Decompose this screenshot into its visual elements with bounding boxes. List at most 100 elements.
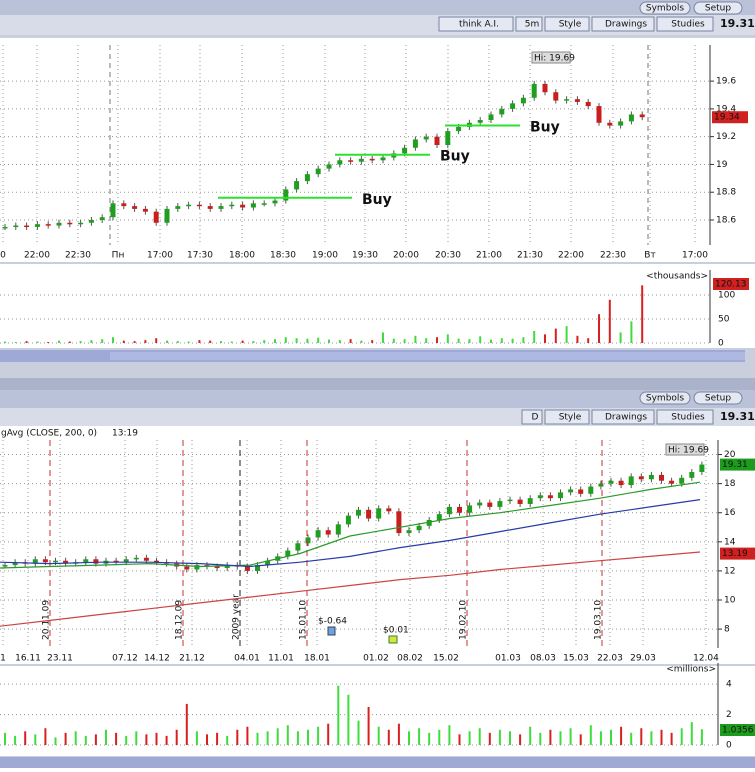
volume-bar — [125, 735, 128, 745]
candle — [366, 509, 372, 519]
candle — [229, 204, 235, 207]
marker-label: 20.11.09 — [42, 600, 52, 640]
price-tag — [713, 278, 749, 290]
top-price-pane — [0, 38, 755, 248]
toolbar-button-label: Drawings — [605, 413, 647, 423]
candle — [142, 208, 148, 212]
y-tick-label: 50 — [718, 314, 730, 324]
candle — [402, 147, 408, 154]
candle — [143, 557, 149, 561]
annotation: $-0.64 — [318, 617, 347, 627]
volume-bar — [230, 341, 233, 343]
bottom-time-axis — [0, 650, 755, 664]
candle — [588, 486, 594, 494]
setup-button[interactable] — [693, 391, 743, 405]
volume-bar — [610, 729, 612, 745]
candle — [133, 557, 139, 560]
volume-bar — [328, 339, 330, 343]
toolbar-button[interactable] — [438, 16, 514, 32]
volume-bar — [387, 729, 390, 745]
x-tick-label: 01.03 — [495, 654, 521, 664]
volume-bar — [284, 337, 287, 343]
x-tick-label: 22:30 — [600, 251, 626, 261]
price-tag — [720, 458, 755, 471]
volume-bar — [306, 338, 309, 343]
candle — [467, 505, 473, 513]
bottom-scrollbar[interactable] — [0, 757, 755, 768]
candle — [255, 565, 260, 571]
candle — [527, 498, 533, 504]
candle — [315, 530, 321, 538]
toolbar-button[interactable] — [521, 409, 543, 425]
toolbar-button[interactable] — [656, 409, 714, 425]
volume-bar — [327, 723, 330, 745]
volume-bar — [338, 340, 341, 343]
volume-bar — [24, 731, 27, 745]
symbols-button[interactable] — [639, 391, 691, 405]
x-tick-label: 17:00 — [682, 251, 708, 261]
price-tag-label: 1.0356 — [722, 726, 754, 736]
candle — [93, 559, 99, 564]
candle — [487, 502, 493, 507]
toolbar-button[interactable] — [591, 409, 655, 425]
price-tag-label: 19.31 — [722, 460, 748, 470]
candle — [42, 559, 48, 563]
y-tick-label: 100 — [718, 290, 735, 300]
volume-bar — [511, 338, 514, 343]
bottom-price-pane — [0, 426, 755, 650]
volume-bar — [155, 732, 158, 745]
symbols-button[interactable] — [639, 1, 691, 15]
candle — [305, 537, 311, 544]
volume-bar — [144, 340, 147, 343]
volume-bar — [90, 340, 93, 343]
volume-bar — [425, 338, 428, 343]
volume-bar — [519, 734, 522, 745]
moving-average — [0, 481, 701, 569]
volume-bar — [246, 726, 249, 745]
volume-bar — [670, 732, 673, 745]
candle — [194, 565, 200, 570]
toolbar-button[interactable] — [544, 16, 590, 32]
candle — [265, 560, 271, 566]
x-tick-label: 21.12 — [179, 654, 205, 664]
moving-average — [0, 551, 701, 627]
volume-bar — [296, 731, 299, 745]
volume-bar — [533, 330, 536, 343]
volume-bar — [367, 706, 370, 745]
candle — [568, 489, 574, 493]
toolbar-button-label: D — [532, 413, 539, 423]
y-tick-label: 4 — [726, 680, 732, 690]
x-tick-label: 1 — [0, 654, 6, 664]
candle — [348, 160, 354, 162]
hi-label: Hi: 19.69 — [534, 54, 575, 64]
candle — [154, 560, 159, 563]
setup-label: Setup — [705, 4, 731, 14]
volume-bar — [619, 332, 622, 343]
volume-bar — [599, 731, 602, 745]
x-tick-label: 21:30 — [517, 251, 543, 261]
volume-bar — [241, 340, 244, 343]
x-tick-label: 17:00 — [147, 251, 173, 261]
candle — [380, 157, 386, 161]
volume-bar — [598, 314, 600, 343]
candle — [214, 566, 220, 569]
marker-label: 2009 year — [232, 594, 242, 640]
candle — [434, 136, 440, 145]
toolbar-button[interactable] — [656, 16, 714, 32]
top-scroll-thumb[interactable] — [110, 352, 745, 360]
volume-bar — [436, 337, 438, 343]
setup-button[interactable] — [693, 1, 743, 15]
y-tick-label: 16 — [724, 508, 736, 518]
volume-bar — [428, 732, 431, 745]
volume-bar — [187, 341, 190, 343]
y-tick-label: 18.6 — [716, 216, 736, 226]
candle — [88, 220, 94, 223]
volume-bar — [371, 340, 374, 343]
volume-bar — [565, 326, 568, 343]
toolbar-button[interactable] — [515, 16, 543, 32]
toolbar-button[interactable] — [544, 409, 590, 425]
candle — [175, 206, 181, 209]
candle — [689, 472, 695, 478]
candle — [598, 483, 604, 487]
toolbar-button[interactable] — [591, 16, 655, 32]
